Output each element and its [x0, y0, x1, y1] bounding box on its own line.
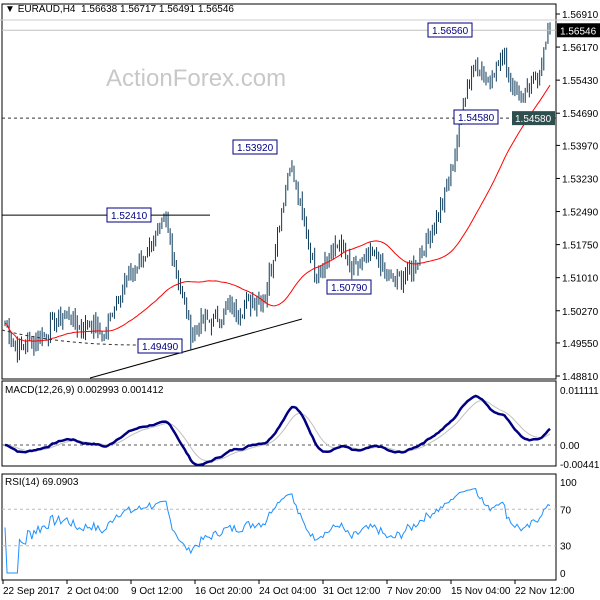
support-price-value: 1.54580 [515, 114, 552, 125]
time-tick-label: 7 Nov 20:00 [387, 586, 441, 597]
time-tick-label: 22 Nov 12:00 [515, 586, 575, 597]
macd-tick-label: 0.00 [560, 441, 580, 452]
price-tick-label: 1.56910 [562, 10, 599, 21]
watermark: ActionForex.com [106, 65, 286, 92]
price-label: 1.50790 [331, 283, 368, 294]
time-tick-label: 22 Sep 2017 [3, 586, 60, 597]
macd-title: MACD(12,26,9) 0.002993 0.001412 [5, 385, 164, 396]
macd-tick-label: 0.011111 [560, 386, 599, 397]
price-label: 1.54580 [458, 113, 495, 124]
price-label: 1.53920 [237, 143, 274, 154]
price-label-box [326, 279, 372, 295]
price-label-box [137, 338, 183, 354]
time-tick-label: 9 Oct 12:00 [131, 586, 183, 597]
current-price-badge [557, 23, 600, 38]
moving-average-line [4, 84, 551, 342]
time-tick-label: 15 Nov 04:00 [451, 586, 511, 597]
rsi-tick-label: 100 [560, 478, 577, 489]
main-panel-frame [1, 3, 557, 380]
current-price-value: 1.56546 [560, 26, 597, 37]
symbol-label: EURAUD,H4 [17, 4, 76, 15]
price-tick-label: 1.54690 [562, 109, 599, 120]
dashed-curve [1, 329, 141, 346]
price-label: 1.49490 [142, 342, 179, 353]
rsi-panel-frame [1, 473, 557, 581]
time-tick-label: 2 Oct 04:00 [67, 586, 119, 597]
ohlc-readout: 1.56638 1.56717 1.56491 1.56546 [81, 4, 234, 15]
price-label-box [232, 139, 278, 155]
price-tick-label: 1.51750 [562, 241, 599, 252]
trend-line [89, 318, 303, 379]
price-tick-label: 1.56170 [562, 43, 599, 54]
price-tick-label: 1.53970 [562, 141, 599, 152]
macd-main-line [4, 394, 551, 467]
price-tick-label: 1.48810 [562, 372, 599, 383]
price-tick-label: 1.53230 [562, 174, 599, 185]
support-price-badge [512, 111, 555, 126]
rsi-title: RSI(14) 69.0903 [5, 477, 79, 488]
price-label-box [453, 109, 499, 125]
rsi-tick-label: 30 [560, 542, 572, 553]
time-tick-label: 31 Oct 12:00 [323, 586, 381, 597]
price-label: 1.52410 [111, 211, 148, 222]
price-label: 1.56560 [432, 26, 469, 37]
price-tick-label: 1.49550 [562, 339, 599, 350]
price-tick-label: 1.50270 [562, 307, 599, 318]
price-tick-label: 1.55430 [562, 76, 599, 87]
price-tick-label: 1.51010 [562, 274, 599, 285]
price-label-box [427, 22, 473, 38]
time-tick-label: 24 Oct 04:00 [259, 586, 317, 597]
rsi-line [4, 488, 551, 574]
chart-header: ▼ EURAUD,H4 1.56638 1.56717 1.56491 1.56… [5, 4, 234, 15]
macd-tick-label: -0.004419 [560, 460, 600, 471]
price-tick-label: 1.52490 [562, 208, 599, 219]
price-label-box [106, 207, 152, 223]
rsi-tick-label: 70 [560, 505, 572, 516]
time-tick-label: 16 Oct 20:00 [195, 586, 253, 597]
rsi-tick-label: 0 [560, 569, 566, 580]
macd-panel-frame [1, 380, 557, 467]
collapse-triangle-icon[interactable]: ▼ [5, 4, 15, 15]
